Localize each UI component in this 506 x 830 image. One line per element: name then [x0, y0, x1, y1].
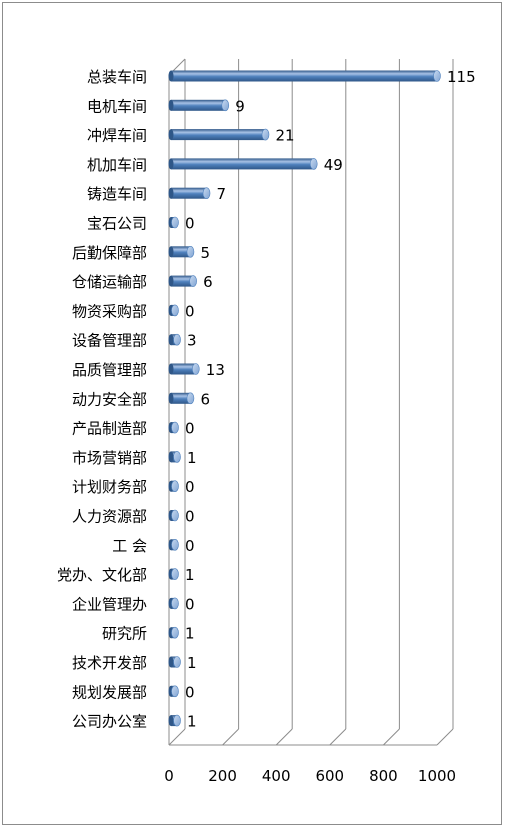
- data-label: 1: [185, 566, 195, 584]
- data-label: 0: [185, 537, 195, 555]
- bar: [168, 363, 200, 375]
- category-labels: 总装车间电机车间冲焊车间机加车间铸造车间宝石公司后勤保障部仓储运输部物资采购部设…: [57, 68, 147, 731]
- x-tick-label: 1000: [418, 767, 456, 785]
- floor-line-200: [222, 728, 239, 746]
- bar: [168, 158, 318, 170]
- bar: [168, 216, 179, 229]
- data-label: 0: [185, 420, 195, 438]
- bar: [168, 70, 441, 82]
- category-label: 品质管理部: [72, 361, 147, 379]
- data-label: 9: [235, 97, 245, 115]
- data-label: 0: [185, 508, 195, 526]
- data-label: 5: [200, 244, 210, 262]
- category-label: 规划发展部: [72, 683, 147, 701]
- bar: [168, 392, 195, 405]
- category-label: 市场营销部: [72, 449, 147, 467]
- bar: [168, 99, 230, 112]
- floor-line-600: [329, 728, 347, 746]
- category-label: 计划财务部: [72, 478, 147, 496]
- bar-chart: 总装车间电机车间冲焊车间机加车间铸造车间宝石公司后勤保障部仓储运输部物资采购部设…: [57, 58, 476, 785]
- bar: [168, 597, 179, 610]
- category-label: 动力安全部: [72, 390, 147, 408]
- floor-line-400: [275, 728, 293, 746]
- bar: [168, 246, 195, 258]
- data-label: 1: [187, 449, 197, 467]
- bar: [168, 480, 179, 493]
- category-label: 党办、文化部: [57, 566, 147, 584]
- bar: [168, 656, 181, 668]
- x-axis-ticks: 0 200 400 600 800 1000: [164, 767, 456, 785]
- data-label: 49: [324, 156, 343, 174]
- category-label: 公司办公室: [72, 713, 147, 731]
- bar: [168, 538, 179, 551]
- data-label: 1: [185, 625, 195, 643]
- bar: [168, 304, 179, 317]
- category-label: 产品制造部: [72, 420, 147, 438]
- data-label: 1: [187, 654, 197, 672]
- data-label: 7: [217, 185, 227, 203]
- data-label: 0: [185, 215, 195, 233]
- data-label: 0: [185, 683, 195, 701]
- data-label: 6: [203, 273, 213, 291]
- category-label: 总装车间: [87, 68, 147, 86]
- category-label: 企业管理办: [72, 595, 147, 613]
- category-label: 工 会: [112, 537, 147, 555]
- x-tick-label: 0: [164, 767, 174, 785]
- data-label: 0: [185, 595, 195, 613]
- category-label: 冲焊车间: [87, 127, 147, 145]
- category-label: 研究所: [102, 625, 147, 643]
- bar: [168, 421, 179, 434]
- floor-line-0: [168, 728, 186, 746]
- bar: [168, 509, 179, 522]
- bar: [168, 626, 179, 639]
- data-label: 3: [187, 332, 197, 350]
- category-label: 铸造车间: [87, 185, 147, 203]
- category-label: 电机车间: [87, 97, 147, 115]
- data-label: 6: [200, 390, 210, 408]
- x-tick-label: 400: [262, 767, 291, 785]
- bar: [168, 333, 181, 346]
- category-label: 仓储运输部: [72, 273, 147, 291]
- floor-line-1000: [436, 728, 454, 746]
- data-label: 0: [185, 478, 195, 496]
- floor-line-800: [383, 728, 400, 746]
- category-label: 设备管理部: [72, 332, 147, 350]
- bar: [168, 128, 270, 141]
- category-label: 宝石公司: [87, 215, 147, 233]
- bar: [168, 187, 211, 199]
- category-label: 机加车间: [87, 156, 147, 174]
- category-label: 物资采购部: [72, 302, 147, 320]
- x-tick-label: 600: [315, 767, 344, 785]
- data-label: 21: [275, 127, 294, 145]
- data-label: 115: [447, 68, 476, 86]
- bar: [168, 275, 197, 287]
- data-label: 13: [206, 361, 225, 379]
- chart-frame: 总装车间电机车间冲焊车间机加车间铸造车间宝石公司后勤保障部仓储运输部物资采购部设…: [2, 2, 502, 825]
- category-label: 技术开发部: [72, 654, 147, 672]
- data-label: 1: [187, 713, 197, 731]
- x-tick-label: 800: [369, 767, 398, 785]
- category-label: 人力资源部: [72, 508, 147, 526]
- bar: [168, 451, 181, 463]
- bars: [168, 70, 441, 727]
- x-tick-label: 200: [208, 767, 237, 785]
- bar: [168, 568, 179, 580]
- bar: [168, 685, 179, 698]
- data-label: 0: [185, 302, 195, 320]
- category-label: 后勤保障部: [72, 244, 147, 262]
- bar: [168, 714, 181, 727]
